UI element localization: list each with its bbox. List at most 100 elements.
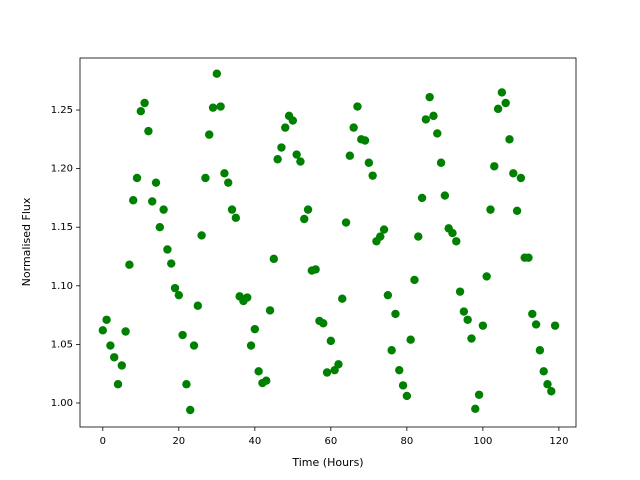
x-tick-label: 40 xyxy=(248,436,261,447)
point xyxy=(531,320,541,329)
point xyxy=(543,380,552,389)
point xyxy=(368,171,377,180)
point xyxy=(277,143,286,152)
point xyxy=(505,135,514,144)
point xyxy=(288,116,298,125)
point xyxy=(410,275,419,285)
point xyxy=(395,365,404,375)
point xyxy=(391,309,400,319)
point xyxy=(341,218,351,227)
point xyxy=(224,178,233,187)
point xyxy=(254,367,263,376)
point xyxy=(497,88,507,97)
point xyxy=(433,129,442,138)
point xyxy=(151,178,161,187)
point xyxy=(265,306,275,315)
point xyxy=(474,390,484,399)
point xyxy=(501,98,510,108)
point xyxy=(429,111,438,121)
plot-frame xyxy=(79,57,577,428)
point xyxy=(512,206,522,216)
point xyxy=(379,225,389,234)
point xyxy=(189,341,199,350)
point xyxy=(334,360,343,369)
point xyxy=(281,123,290,132)
point xyxy=(547,387,556,396)
point xyxy=(201,173,210,183)
point xyxy=(414,232,423,241)
y-tick-label: 1.25 xyxy=(51,105,73,116)
point xyxy=(148,197,157,206)
y-tick-label: 1.05 xyxy=(51,339,73,350)
x-tick-label: 0 xyxy=(100,436,106,447)
point xyxy=(292,150,301,159)
point xyxy=(326,336,336,346)
point xyxy=(227,205,237,214)
x-axis-label: Time (Hours) xyxy=(291,456,363,469)
point xyxy=(478,321,488,330)
point xyxy=(136,106,146,116)
y-tick-label: 1.20 xyxy=(51,164,73,175)
point xyxy=(467,334,476,343)
point xyxy=(539,367,548,376)
point xyxy=(364,158,374,167)
point xyxy=(376,232,385,241)
point xyxy=(535,346,545,355)
point xyxy=(208,103,218,112)
point xyxy=(436,158,446,167)
point xyxy=(311,265,320,274)
point xyxy=(216,102,225,111)
point xyxy=(493,104,503,114)
point xyxy=(186,405,195,415)
point xyxy=(528,309,537,319)
point xyxy=(269,254,279,264)
point xyxy=(231,213,241,223)
point xyxy=(182,380,191,389)
point xyxy=(440,191,450,200)
point xyxy=(349,123,358,132)
point xyxy=(471,404,480,414)
point xyxy=(220,169,229,178)
point xyxy=(303,205,313,214)
point xyxy=(159,205,168,214)
point xyxy=(246,341,256,350)
point xyxy=(550,321,560,330)
point xyxy=(170,283,180,293)
point xyxy=(262,376,271,385)
x-tick-label: 20 xyxy=(172,436,185,447)
point xyxy=(425,92,434,102)
point xyxy=(113,380,123,389)
point xyxy=(383,290,393,300)
x-tick-label: 60 xyxy=(324,436,337,447)
point xyxy=(102,315,111,324)
point xyxy=(296,157,305,166)
point xyxy=(448,228,457,238)
y-tick-label: 1.10 xyxy=(51,281,73,292)
x-tick-label: 100 xyxy=(473,436,492,447)
point xyxy=(117,361,127,370)
point xyxy=(452,237,461,246)
point xyxy=(345,151,355,160)
point xyxy=(193,301,203,310)
point xyxy=(178,330,187,340)
point xyxy=(174,290,184,300)
point xyxy=(205,130,214,139)
point xyxy=(322,368,332,377)
point xyxy=(402,391,412,401)
point xyxy=(387,346,396,355)
point xyxy=(455,287,465,296)
point xyxy=(524,253,533,262)
point xyxy=(338,294,347,303)
point xyxy=(144,126,153,136)
point xyxy=(482,272,491,281)
point xyxy=(417,193,427,203)
point xyxy=(140,98,149,108)
point xyxy=(421,115,431,124)
point xyxy=(106,341,115,350)
point xyxy=(132,173,142,183)
y-tick-label: 1.00 xyxy=(51,398,73,409)
point xyxy=(197,231,206,240)
point xyxy=(490,162,499,171)
point xyxy=(486,205,495,214)
